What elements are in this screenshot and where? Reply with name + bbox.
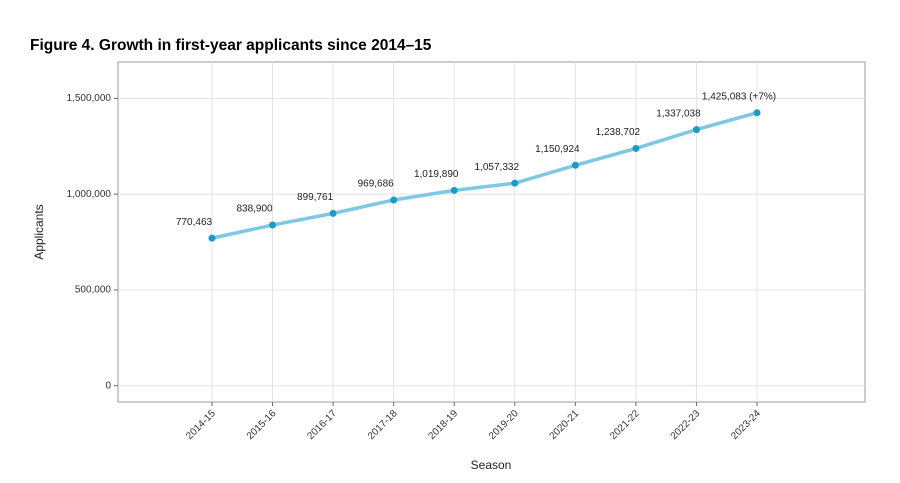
- x-axis-title: Season: [471, 458, 512, 472]
- y-tick-label: 500,000: [75, 285, 112, 296]
- line: [210, 110, 759, 240]
- point: [450, 186, 458, 194]
- value-label: 1,019,890: [414, 169, 459, 180]
- x-tick-label: 2018-19: [426, 408, 460, 442]
- x-tick-label: 2023-24: [729, 408, 763, 442]
- value-label: 899,761: [297, 192, 334, 203]
- plot-frame: [117, 61, 866, 403]
- value-label: 770,463: [176, 217, 213, 228]
- x-tick-label: 2015-16: [245, 408, 279, 442]
- point: [390, 196, 398, 204]
- y-tick-label: 1,000,000: [67, 189, 112, 200]
- point: [753, 109, 761, 117]
- value-label: 1,337,038: [656, 108, 701, 119]
- value-label: 838,900: [236, 204, 273, 215]
- value-label: 1,238,702: [596, 127, 641, 138]
- chart-title: Figure 4. Growth in first-year applicant…: [30, 37, 432, 54]
- x-tick-label: 2022-23: [669, 408, 703, 442]
- x-tick-label: 2019-20: [487, 408, 521, 442]
- y-axis-title: Applicants: [32, 204, 46, 259]
- point: [269, 221, 277, 229]
- point: [208, 234, 216, 242]
- x-tick-label: 2016-17: [305, 408, 339, 442]
- value-label: 1,057,332: [475, 162, 520, 173]
- point: [692, 126, 700, 134]
- point: [329, 209, 337, 217]
- point: [632, 144, 640, 152]
- value-label: 1,425,083 (+7%): [702, 91, 776, 102]
- y-tick-label: 1,500,000: [67, 93, 112, 104]
- x-tick-label: 2021-22: [608, 408, 642, 442]
- point: [571, 161, 579, 169]
- x-tick-label: 2014-15: [184, 408, 218, 442]
- value-label: 969,686: [358, 179, 395, 190]
- point: [511, 179, 519, 187]
- y-tick-label: 0: [105, 380, 111, 391]
- x-tick-label: 2020-21: [548, 408, 582, 442]
- value-label: 1,150,924: [535, 144, 580, 155]
- x-tick-label: 2017-18: [366, 408, 400, 442]
